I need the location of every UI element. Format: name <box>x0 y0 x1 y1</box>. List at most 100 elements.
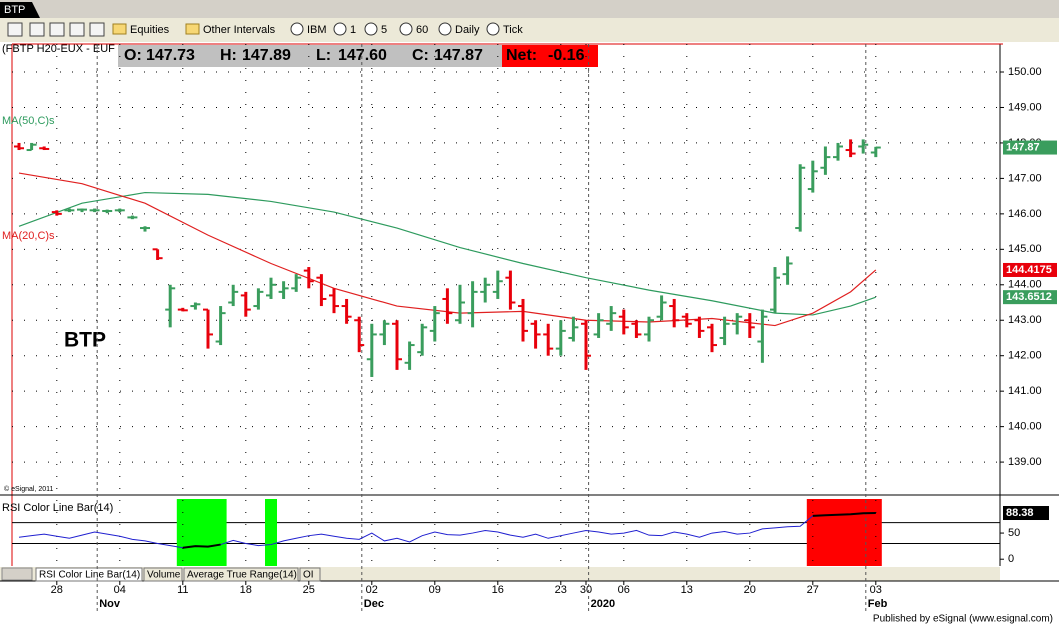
window-tab-label: BTP <box>4 4 25 16</box>
y-tick-label: 142.00 <box>1008 350 1042 362</box>
ma-legend: MA(20,C)s <box>2 230 55 242</box>
toolbar-label[interactable]: 5 <box>381 24 387 36</box>
interval-icon[interactable] <box>486 22 500 36</box>
toolbar-label[interactable]: 60 <box>416 24 428 36</box>
price-marker-label: 144.4175 <box>1006 264 1052 276</box>
price-marker <box>1003 140 1057 155</box>
panel-tab[interactable] <box>35 567 143 582</box>
ma-legend: MA(50,C)s <box>2 115 55 127</box>
folder-icon[interactable] <box>112 23 127 35</box>
y-tick-label: 144.00 <box>1008 279 1042 291</box>
chart-title: BTP <box>64 329 106 352</box>
watermark: © eSignal, 2011 <box>4 485 54 493</box>
rsi-line <box>18 512 876 549</box>
toolbar-items: Equities Other Intervals IBM 1 5 60 Daily Tick <box>7 22 523 37</box>
low: 147.60 <box>338 47 387 64</box>
x-tick-label: 13 <box>681 584 693 596</box>
month-label: Dec <box>364 598 384 610</box>
high-label: H: <box>220 47 237 64</box>
net-label: Net: <box>506 47 537 64</box>
toolbar-icon[interactable] <box>49 22 65 37</box>
interval-icon[interactable] <box>399 22 413 36</box>
rsi-overlay <box>182 543 221 549</box>
open-label: O: <box>124 47 142 64</box>
month-label: Nov <box>99 598 121 610</box>
tab-scroll[interactable] <box>1 567 33 581</box>
rsi-marker-label: 88.38 <box>1006 507 1034 519</box>
panel-tab-label[interactable]: Volume <box>147 570 181 581</box>
x-tick-label: 11 <box>177 584 188 596</box>
price-marker <box>1003 262 1057 277</box>
interval-icon[interactable] <box>438 22 452 36</box>
x-tick-label: 23 <box>555 584 567 596</box>
y-tick-label: 140.00 <box>1008 421 1042 433</box>
panel-tab[interactable] <box>143 567 183 582</box>
toolbar-label[interactable]: IBM <box>307 24 327 36</box>
interval-icon[interactable] <box>333 22 347 36</box>
footer-text: Published by eSignal (www.esignal.com) <box>873 614 1053 625</box>
panel-tab-label[interactable]: RSI Color Line Bar(14) <box>39 570 140 581</box>
toolbar <box>0 18 1059 42</box>
toolbar-label[interactable]: Other Intervals <box>203 24 276 36</box>
toolbar-icon[interactable] <box>29 22 45 37</box>
panel-tab[interactable] <box>299 567 321 582</box>
ohlc-box <box>118 45 502 67</box>
x-tick-label: 09 <box>429 584 441 596</box>
toolbar-icon[interactable] <box>69 22 85 37</box>
x-tick-label: 27 <box>807 584 819 596</box>
rsi-highlight <box>806 499 882 566</box>
x-tick-label: 20 <box>744 584 756 596</box>
rsi-tick-label: 50 <box>1008 527 1020 539</box>
rsi-tick-label: 0 <box>1008 553 1014 565</box>
month-label: Feb <box>868 598 888 610</box>
close-label: C: <box>412 47 429 64</box>
y-tick-label: 141.00 <box>1008 385 1042 397</box>
toolbar-label[interactable]: Daily <box>455 24 480 36</box>
y-tick-label: 139.00 <box>1008 456 1042 468</box>
toolbar-label[interactable]: 1 <box>350 24 356 36</box>
y-tick-label: 145.00 <box>1008 243 1042 255</box>
y-tick-label: 146.00 <box>1008 208 1042 220</box>
rsi-title: RSI Color Line Bar(14) <box>2 502 113 514</box>
x-tick-label: 18 <box>240 584 252 596</box>
toolbar-label[interactable]: Equities <box>130 24 170 36</box>
ma-line <box>18 172 877 327</box>
x-tick-label: 04 <box>114 584 126 596</box>
y-tick-label: 149.00 <box>1008 101 1042 113</box>
close: 147.87 <box>434 47 483 64</box>
panel-tab-label[interactable]: OI <box>303 570 314 581</box>
x-tick-label: 28 <box>51 584 63 596</box>
price-marker <box>1003 290 1057 305</box>
panel-tab[interactable] <box>183 567 299 582</box>
x-tick-label: 25 <box>303 584 315 596</box>
interval-icon[interactable] <box>364 22 378 36</box>
rsi-highlight <box>176 499 227 566</box>
high: 147.89 <box>242 47 291 64</box>
window-tab[interactable] <box>0 2 40 18</box>
toolbar-label[interactable]: Tick <box>503 24 523 36</box>
folder-icon[interactable] <box>185 23 200 35</box>
footer <box>0 612 1059 626</box>
x-tick-label: 30 <box>580 584 592 596</box>
price-marker-label: 147.87 <box>1006 141 1040 153</box>
open: 147.73 <box>146 47 195 64</box>
panel-tab-label[interactable]: Average True Range(14) <box>187 570 297 581</box>
x-tick-label: 16 <box>492 584 504 596</box>
price-marker-label: 143.6512 <box>1006 291 1052 303</box>
rsi-marker <box>1003 506 1049 521</box>
x-tick-label: 02 <box>366 584 378 596</box>
price-panel <box>12 44 1000 494</box>
ma-line <box>18 191 876 316</box>
rsi-overlay <box>812 512 876 517</box>
rsi-highlight <box>265 499 277 566</box>
month-label: 2020 <box>591 598 615 610</box>
net: -0.16 <box>548 47 585 64</box>
toolbar-icon[interactable] <box>89 22 105 37</box>
low-label: L: <box>316 47 331 64</box>
x-tick-label: 06 <box>618 584 630 596</box>
toolbar-icon[interactable] <box>7 22 23 37</box>
y-tick-label: 150.00 <box>1008 66 1042 78</box>
interval-icon[interactable] <box>290 22 304 36</box>
symbol: (FBTP H20-EUX - EUF <box>2 43 115 55</box>
